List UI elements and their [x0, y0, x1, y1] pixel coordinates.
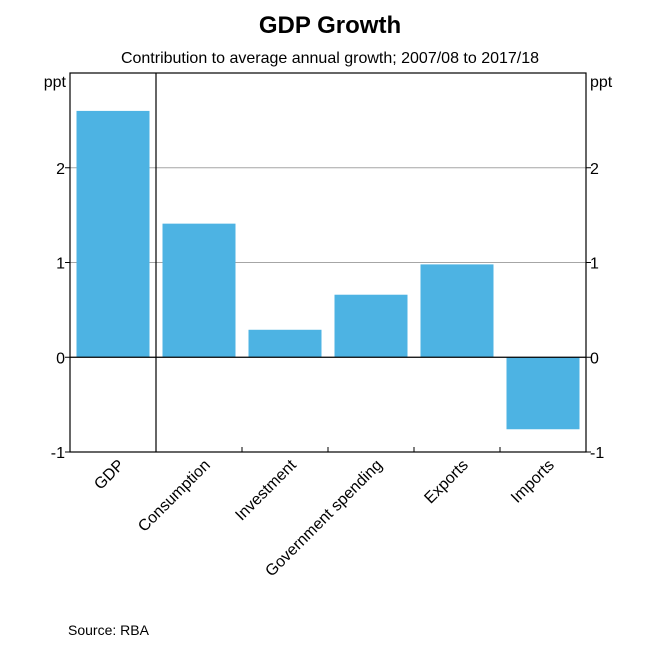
- bars: [76, 110, 580, 430]
- category-label: Imports: [508, 457, 558, 507]
- y-tick-label-right: 2: [590, 161, 599, 178]
- tick-labels: -1 -1 0 0 1 1 2 2: [51, 161, 605, 462]
- y-tick-label-left: 1: [56, 256, 65, 273]
- bar-gdp: [76, 110, 150, 358]
- y-tick-label-left: 2: [56, 161, 65, 178]
- category-label: GDP: [91, 457, 128, 494]
- bar-consumption: [162, 223, 236, 358]
- bar-imports: [506, 357, 580, 430]
- y-tick-label-left: 0: [56, 350, 65, 367]
- y-axis-unit-right: ppt: [590, 74, 613, 91]
- bar-government-spending: [334, 294, 408, 358]
- y-tick-label-right: -1: [590, 445, 604, 462]
- y-tick-label-right: 0: [590, 350, 599, 367]
- y-axis-unit-left: ppt: [44, 74, 67, 91]
- y-tick-label-right: 1: [590, 256, 599, 273]
- category-label: Exports: [421, 457, 471, 507]
- axes: [65, 72, 591, 453]
- y-tick-label-left: -1: [51, 445, 65, 462]
- category-label: Consumption: [135, 457, 214, 536]
- bar-investment: [248, 329, 322, 358]
- source-note: Source: RBA: [68, 622, 150, 638]
- bar-exports: [420, 264, 494, 358]
- chart-subtitle: Contribution to average annual growth; 2…: [121, 50, 539, 67]
- chart-title: GDP Growth: [259, 12, 401, 39]
- category-label: Investment: [232, 456, 300, 524]
